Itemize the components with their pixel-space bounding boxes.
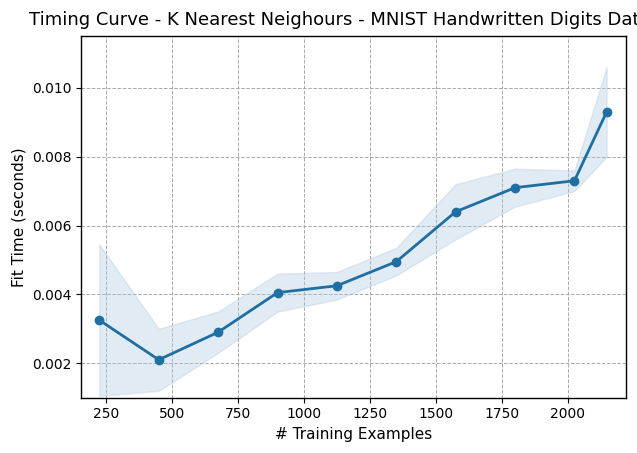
Title: Timing Curve - K Nearest Neighours - MNIST Handwritten Digits Dataset: Timing Curve - K Nearest Neighours - MNI…	[29, 11, 637, 29]
Y-axis label: Fit Time (seconds): Fit Time (seconds)	[11, 147, 26, 287]
X-axis label: # Training Examples: # Training Examples	[275, 427, 432, 442]
